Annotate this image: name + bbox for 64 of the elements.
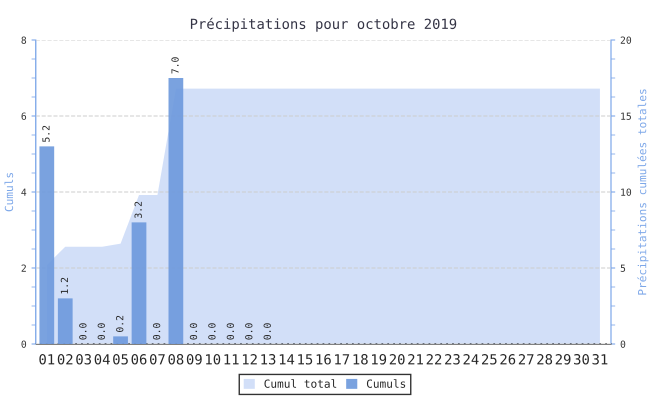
chart-title: Précipitations pour octobre 2019 [190,18,456,32]
bar [39,146,54,344]
y2-tick-label: 0 [620,340,626,348]
y-axis-title: Cumuls [4,173,14,212]
y-tick-label: 4 [21,188,26,196]
x-tick-label: 20 [390,354,405,365]
x-tick-label: 07 [150,354,165,365]
x-tick-label: 31 [592,354,608,365]
x-tick-label: 03 [76,354,92,365]
x-tick-label: 28 [537,354,552,365]
x-tick-label: 10 [206,354,220,365]
y2-tick-label: 5 [620,264,626,272]
x-tick-label: 29 [556,354,570,365]
data-label: 0.0 [245,323,252,340]
x-tick-label: 08 [168,354,184,365]
x-tick-label: 19 [372,354,386,365]
data-label: 0.0 [226,323,234,340]
y-tick-label: 6 [22,112,26,120]
x-tick-label: 24 [464,354,479,364]
x-tick-label: 15 [298,354,312,365]
x-tick-label: 04 [94,354,110,365]
x-tick-label: 02 [58,354,72,365]
bar [168,78,184,344]
x-tick-label: 25 [482,354,497,365]
data-label: 7.0 [171,57,179,74]
y-tick-label: 2 [22,264,26,272]
bar [113,336,128,344]
data-label: 3.2 [134,202,142,218]
bar [58,298,73,344]
data-label: 0.0 [98,323,105,340]
data-label: 0.0 [79,323,87,340]
legend-label: Cumuls [366,379,406,388]
x-tick-label: 17 [335,354,350,364]
y-tick-label: 8 [21,36,26,44]
data-label: 1.2 [60,278,68,294]
y2-tick-label: 10 [621,188,632,196]
data-label: 0.0 [152,323,160,340]
bar [132,222,146,344]
x-tick-label: 16 [316,354,331,365]
y2-axis-title: Précipitations cumulées totales [637,89,648,295]
data-label: 0.0 [208,323,216,340]
x-tick-label: 06 [132,354,146,365]
data-label: 0.0 [264,323,271,340]
x-tick-label: 30 [574,354,589,365]
data-label: 0.2 [116,316,124,332]
x-tick-label: 11 [224,354,239,364]
x-tick-label: 22 [426,354,442,364]
x-tick-label: 21 [408,354,423,364]
y2-tick-label: 15 [621,112,631,120]
x-tick-label: 05 [113,354,128,365]
x-tick-label: 12 [242,354,257,364]
x-tick-label: 27 [518,354,534,364]
x-tick-label: 18 [354,354,368,365]
x-tick-label: 01 [39,354,54,365]
x-tick-label: 26 [500,354,516,365]
data-label: 0.0 [190,323,198,340]
data-label: 5.2 [42,126,50,142]
legend-label: Cumul total [264,379,336,388]
x-tick-label: 13 [261,354,276,365]
x-tick-label: 14 [280,354,294,364]
x-tick-label: 09 [186,354,202,365]
y-tick-label: 0 [22,340,26,348]
x-tick-label: 23 [445,354,460,365]
y2-tick-label: 20 [620,36,632,44]
